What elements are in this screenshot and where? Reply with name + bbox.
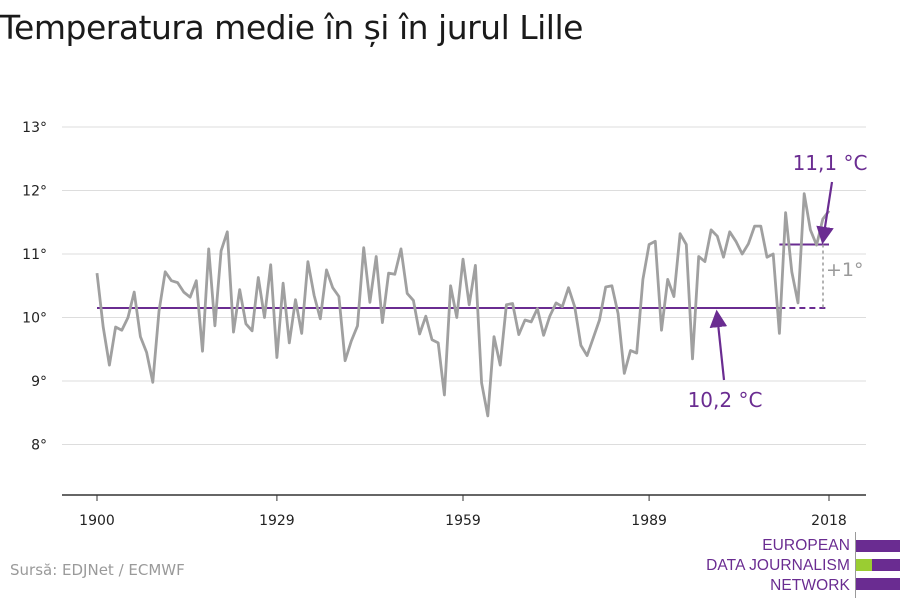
temperature-series-line — [95, 192, 831, 418]
y-tick-label: 8° — [31, 438, 47, 454]
logo-bar-purple-mid — [872, 559, 900, 571]
edjnet-logo: EUROPEAN DATA JOURNALISM NETWORK — [700, 532, 900, 598]
y-tick-label: 10° — [22, 311, 47, 327]
x-tick-label: 2018 — [811, 513, 847, 529]
logo-line-3: NETWORK — [770, 577, 850, 594]
data-points — [96, 193, 830, 416]
x-tick-label: 1959 — [445, 513, 481, 529]
x-tick-label: 1900 — [79, 513, 115, 529]
logo-divider — [855, 532, 856, 598]
x-tick-label: 1929 — [259, 513, 295, 529]
logo-bar-purple-top — [856, 540, 900, 552]
recent-annotation-arrow — [816, 181, 834, 245]
logo-line-2: DATA JOURNALISM — [706, 557, 850, 574]
baseline-annotation-label: 10,2 °C — [688, 388, 763, 412]
logo-text: EUROPEAN DATA JOURNALISM NETWORK — [706, 536, 850, 596]
logo-bar-purple-bottom — [856, 578, 900, 590]
y-tick-label: 9° — [31, 374, 47, 390]
y-tick-label: 11° — [22, 247, 47, 263]
recent-annotation-label: 11,1 °C — [793, 151, 868, 175]
y-tick-label: 13° — [22, 120, 47, 136]
x-tick-label: 1989 — [631, 513, 667, 529]
logo-bar-green — [856, 559, 872, 571]
source-note: Sursă: EDJNet / ECMWF — [10, 561, 185, 579]
chart-title: Temperatura medie în și în jurul Lille — [0, 8, 583, 47]
y-tick-label: 12° — [22, 184, 47, 200]
logo-line-1: EUROPEAN — [762, 537, 850, 554]
baseline-annotation-arrow — [709, 309, 728, 381]
difference-label: +1° — [826, 259, 864, 281]
